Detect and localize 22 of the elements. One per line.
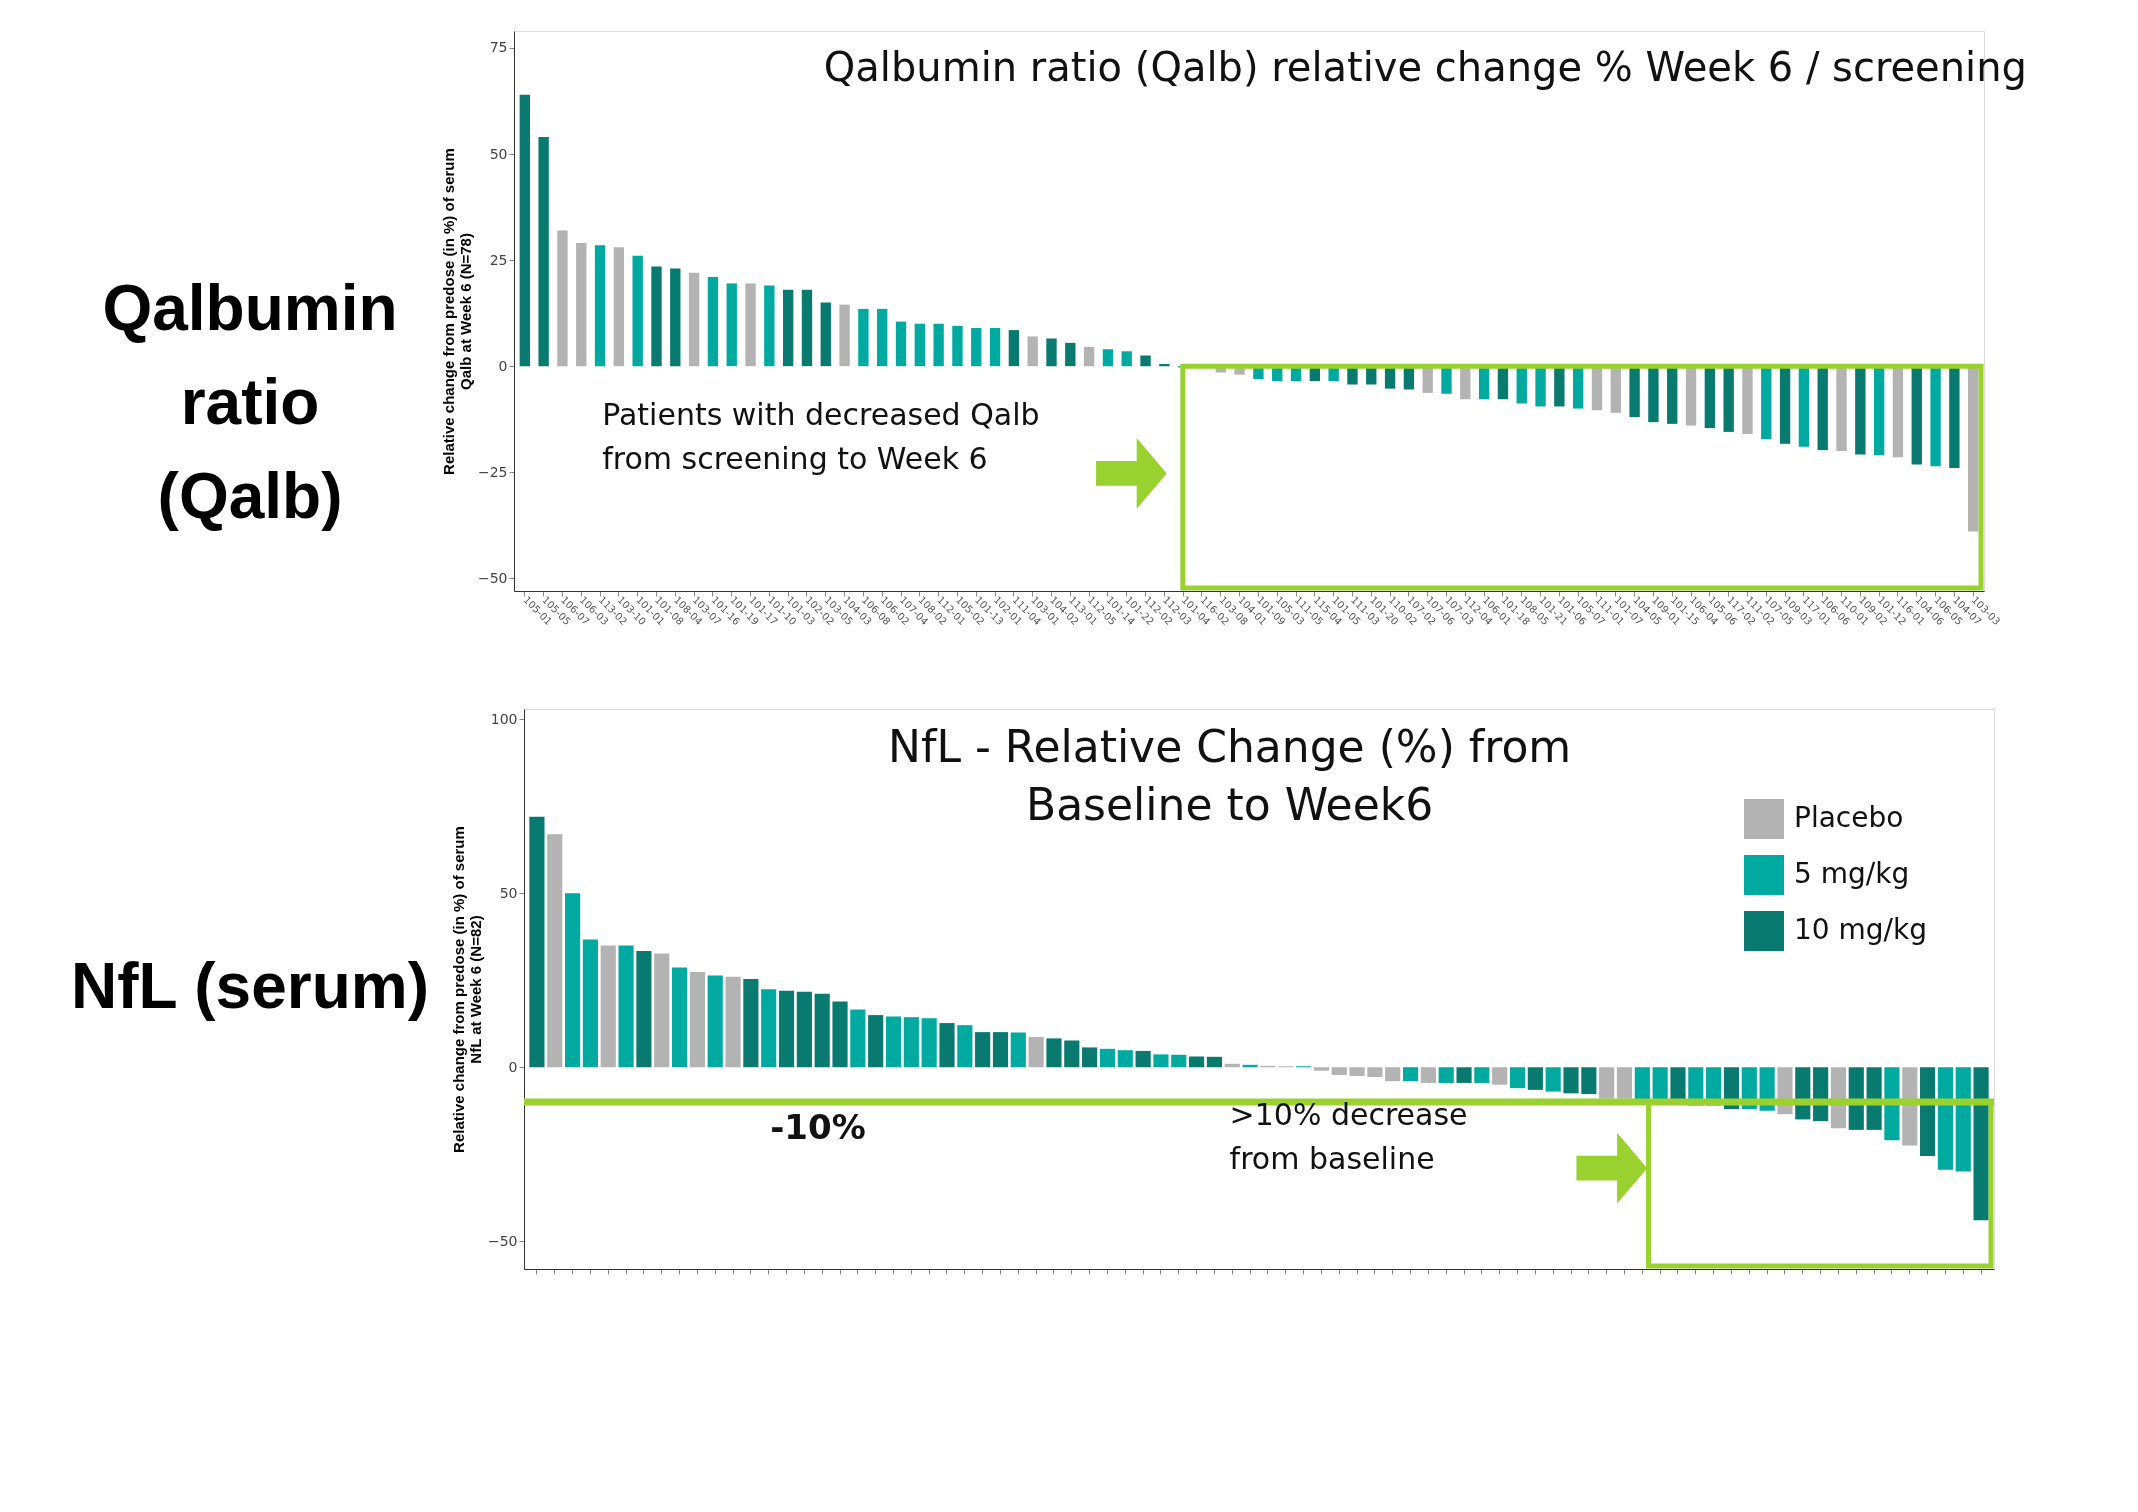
y-tick-label: 0 <box>498 357 508 374</box>
y-tick-label: 50 <box>489 145 508 162</box>
legend-label: 5 mg/kg <box>1794 857 1910 890</box>
chart-subtitle: Qalbumin ratio (Qalb) relative change % Week 6 / screening <box>823 44 2027 90</box>
y-tick-label: −50 <box>477 569 508 586</box>
ref-line-label: -10% <box>770 1107 866 1148</box>
annotation: >10% decrease from baseline <box>1229 1097 1468 1176</box>
y-tick-label: 0 <box>508 1058 518 1075</box>
y-tick-label: −25 <box>477 463 508 480</box>
text: NfL - Relative Change (%) from Baseline to Week6 <box>888 721 1572 830</box>
y-tick-label: 100 <box>490 710 518 727</box>
legend-label: Placebo <box>1794 801 1904 834</box>
annotation: Patients with decreased Qalb from screening to Week 6 <box>602 396 1040 476</box>
y-axis-title: Relative change from predose (in %) of serum Qalb at Week 6 (N=78) <box>439 148 474 475</box>
legend-label: 10 mg/kg <box>1794 913 1927 946</box>
y-tick-label: 75 <box>489 39 508 56</box>
text: NfL (serum) <box>71 950 429 1022</box>
y-tick-label: 25 <box>489 251 508 268</box>
text: Qalbumin ratio (Qalb) <box>102 272 398 532</box>
y-tick-label: 50 <box>499 884 518 901</box>
y-axis-title: Relative change from predose (in %) of serum NfL at Week 6 (N=82) <box>449 826 484 1153</box>
y-tick-label: −50 <box>487 1232 518 1249</box>
